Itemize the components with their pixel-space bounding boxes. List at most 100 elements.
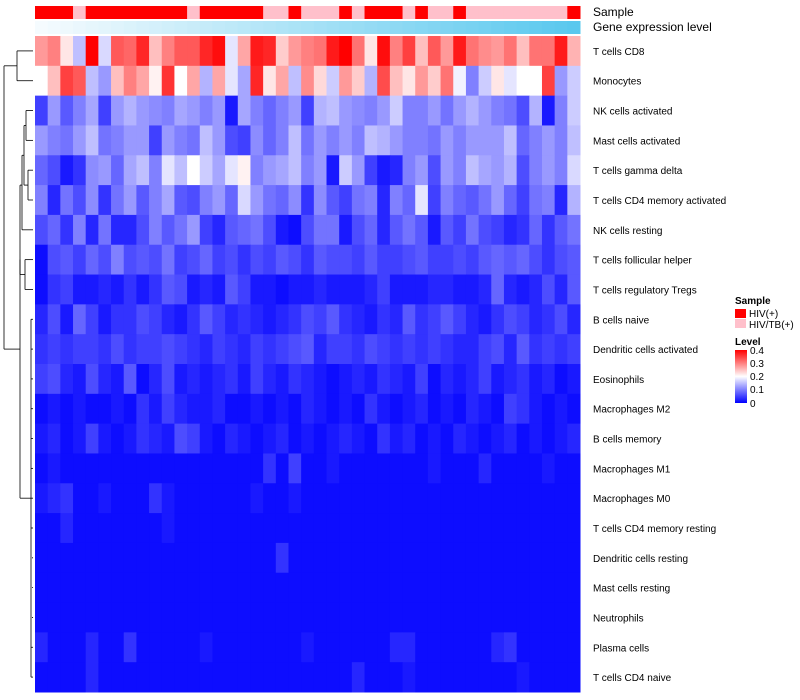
heatmap-cell <box>503 572 518 604</box>
heatmap-cell <box>301 602 315 633</box>
expression-annotation-cell <box>503 21 518 34</box>
heatmap-cell <box>440 393 454 425</box>
sample-annotation-cell <box>427 6 442 19</box>
heatmap-cell <box>326 36 340 67</box>
heatmap-cell <box>541 483 556 514</box>
heatmap-cell <box>351 304 366 335</box>
heatmap-cell <box>313 65 328 97</box>
heatmap-cell <box>313 334 328 365</box>
sample-annotation-bar <box>35 6 581 19</box>
heatmap-cell <box>465 423 480 454</box>
heatmap-cell <box>199 274 213 305</box>
heatmap-cell <box>301 155 315 186</box>
heatmap-cell <box>98 36 112 67</box>
expression-annotation-cell <box>554 21 568 34</box>
heatmap-cell <box>554 542 568 574</box>
heatmap-cell <box>35 185 49 216</box>
heatmap-cell <box>351 364 366 395</box>
heatmap-cell <box>212 572 226 604</box>
heatmap-cell <box>529 65 543 97</box>
heatmap-cell <box>301 364 315 395</box>
heatmap-cell <box>326 364 340 395</box>
heatmap-cell <box>149 632 163 663</box>
heatmap-cell <box>326 572 340 604</box>
heatmap-cell <box>453 364 467 395</box>
heatmap-cell <box>288 155 302 186</box>
heatmap-cell <box>491 393 505 425</box>
legend-label-hiv-tb: HIV/TB(+) <box>749 320 794 331</box>
heatmap-cell <box>440 155 454 186</box>
heatmap-cell <box>237 513 251 544</box>
heatmap-cell <box>73 453 87 484</box>
heatmap-cell <box>250 364 264 395</box>
heatmap-cell <box>73 364 87 395</box>
heatmap-cell <box>440 244 454 276</box>
heatmap-cell <box>149 542 163 574</box>
heatmap-cell <box>541 602 556 633</box>
heatmap-cell <box>73 36 87 67</box>
heatmap-cell <box>149 95 163 126</box>
heatmap-cell <box>427 662 442 693</box>
heatmap-cell <box>187 155 201 186</box>
heatmap-cell <box>174 423 188 454</box>
heatmap-cell <box>161 662 175 693</box>
heatmap-cell <box>415 65 429 97</box>
row-label: Eosinophils <box>593 375 644 386</box>
sample-annotation-cell <box>567 6 581 19</box>
heatmap-cell <box>516 602 530 633</box>
level-tick-0.2: 0.2 <box>750 372 764 383</box>
expression-annotation-cell <box>111 21 125 34</box>
heatmap-cell <box>516 95 530 126</box>
heatmap-cell <box>123 334 137 365</box>
heatmap-cell <box>250 334 264 365</box>
heatmap-cell <box>377 274 391 305</box>
heatmap-cell <box>402 214 416 246</box>
heatmap-cell <box>402 572 416 604</box>
heatmap-cell <box>402 125 416 156</box>
heatmap-cell <box>313 662 328 693</box>
heatmap-cell <box>389 632 404 663</box>
heatmap-cell <box>351 423 366 454</box>
heatmap-cell <box>313 155 328 186</box>
heatmap-cell <box>187 542 201 574</box>
heatmap-cell <box>567 155 581 186</box>
heatmap-cell <box>275 393 289 425</box>
heatmap-cell <box>161 513 175 544</box>
heatmap-cell <box>440 542 454 574</box>
heatmap-cell <box>465 632 480 663</box>
heatmap-cell <box>339 244 353 276</box>
heatmap-cell <box>288 214 302 246</box>
sample-annotation-cell <box>453 6 467 19</box>
heatmap-cell <box>389 185 404 216</box>
heatmap-cell <box>263 274 277 305</box>
heatmap-cell <box>364 602 378 633</box>
heatmap-cell <box>554 185 568 216</box>
heatmap-cell <box>237 393 251 425</box>
heatmap-cell <box>301 423 315 454</box>
heatmap-cell <box>136 65 150 97</box>
heatmap-cell <box>47 334 61 365</box>
heatmap-cell <box>465 334 480 365</box>
heatmap-cell <box>199 483 213 514</box>
heatmap-cell <box>212 423 226 454</box>
heatmap-cell <box>503 125 518 156</box>
expression-annotation-cell <box>263 21 277 34</box>
heatmap-cell <box>301 513 315 544</box>
heatmap-cell <box>212 274 226 305</box>
heatmap-cell <box>149 364 163 395</box>
heatmap-cell <box>35 602 49 633</box>
heatmap-cell <box>491 632 505 663</box>
heatmap-cell <box>161 304 175 335</box>
heatmap-cell <box>351 453 366 484</box>
heatmap-cell <box>111 513 125 544</box>
heatmap-cell <box>440 602 454 633</box>
heatmap-cell <box>364 453 378 484</box>
heatmap-cell <box>440 513 454 544</box>
heatmap-cell <box>389 364 404 395</box>
heatmap-cell <box>161 572 175 604</box>
heatmap-cell <box>174 364 188 395</box>
heatmap-cell <box>339 423 353 454</box>
heatmap-cell <box>326 423 340 454</box>
heatmap-cell <box>263 423 277 454</box>
heatmap-cell <box>73 65 87 97</box>
